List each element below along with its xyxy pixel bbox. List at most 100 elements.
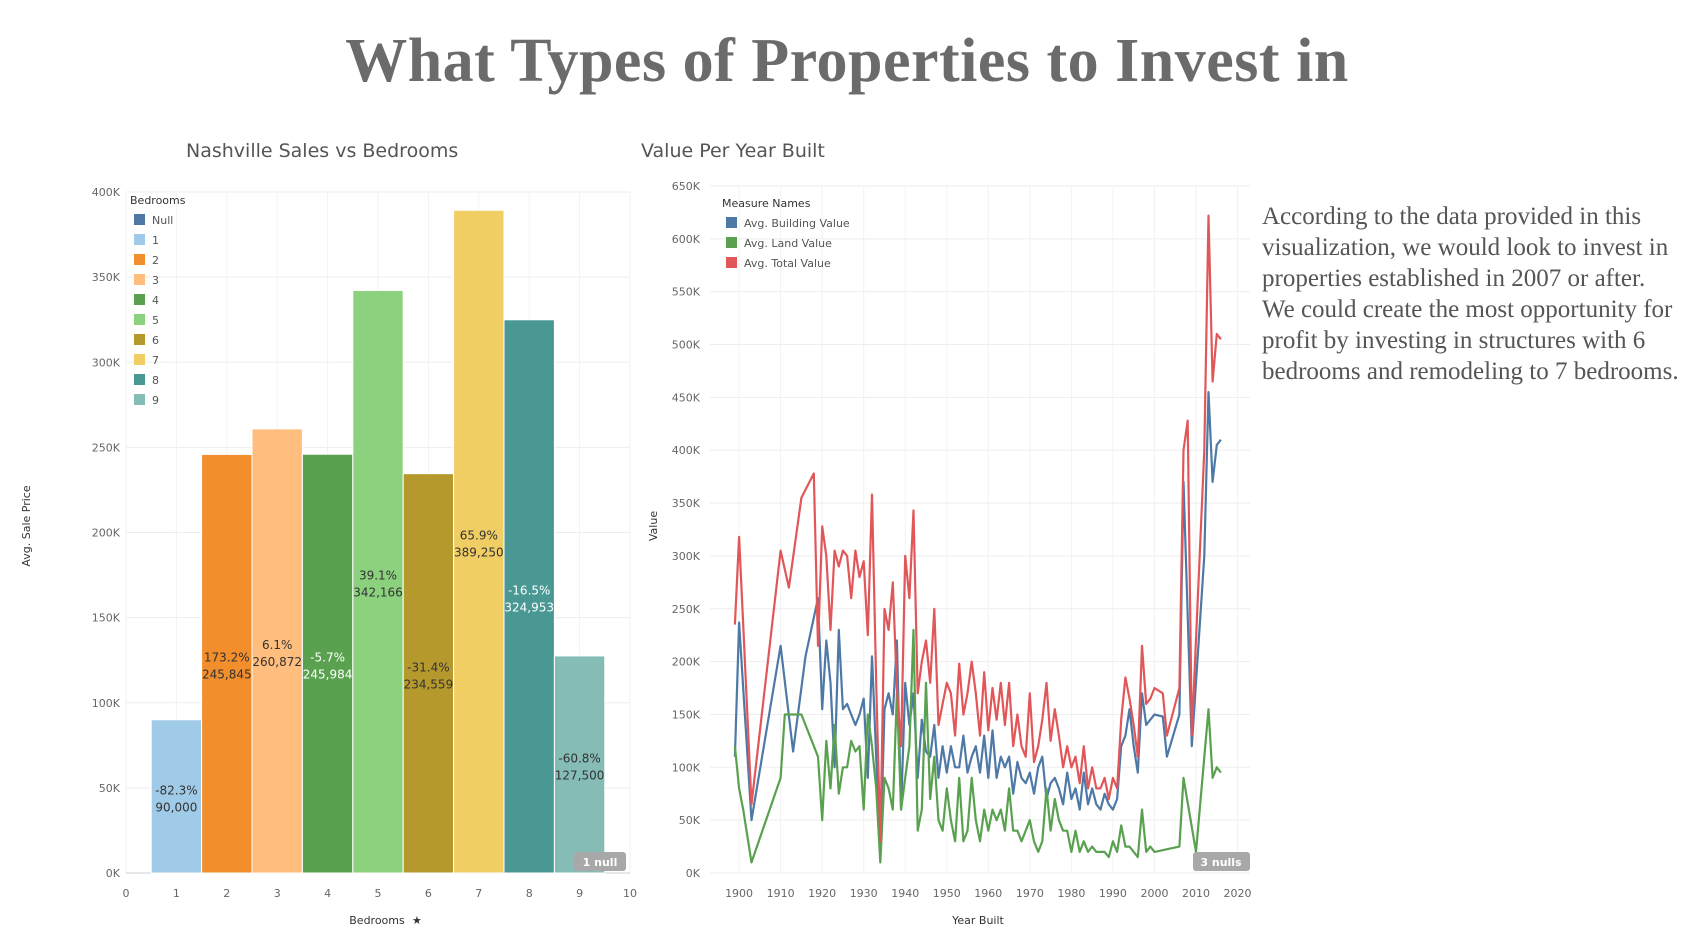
x-tick-label: 1970 xyxy=(1016,887,1044,900)
bar-value-label: 90,000 xyxy=(155,800,197,814)
bar-pct-label: -82.3% xyxy=(155,783,197,797)
series-line-2 xyxy=(733,628,1222,864)
bar-value-label: 245,984 xyxy=(303,668,353,682)
x-tick-label: 1 xyxy=(173,887,180,900)
legend-label: 4 xyxy=(152,294,159,307)
series-line-3 xyxy=(733,214,1222,843)
legend-title: Bedrooms xyxy=(130,194,186,207)
x-tick-label: 1990 xyxy=(1099,887,1127,900)
legend-swatch xyxy=(726,257,737,268)
bar-value-label: 234,559 xyxy=(404,677,454,691)
y-tick-label: 50K xyxy=(99,782,121,795)
y-tick-label: 350K xyxy=(92,271,121,284)
legend-swatch xyxy=(134,274,145,285)
legend-label: 5 xyxy=(152,314,159,327)
null-badge xyxy=(574,852,626,871)
series-line-1 xyxy=(733,391,1222,859)
legend-swatch xyxy=(134,214,145,225)
legend-swatch xyxy=(726,237,737,248)
y-tick-label: 400K xyxy=(92,186,121,199)
x-tick-label: 1950 xyxy=(933,887,961,900)
bar-pct-label: 6.1% xyxy=(262,638,293,652)
x-tick-label: 2010 xyxy=(1182,887,1210,900)
x-tick-label: 1940 xyxy=(891,887,919,900)
line-chart[interactable]: 0K50K100K150K200K250K300K350K400K450K500… xyxy=(0,0,1262,942)
null-badge-label: 1 null xyxy=(583,856,618,869)
pin-icon: ★ xyxy=(412,914,422,927)
y-tick-label: 350K xyxy=(672,497,701,510)
y-tick-label: 100K xyxy=(672,761,701,774)
y-tick-label: 550K xyxy=(672,286,701,299)
null-badge xyxy=(1193,852,1250,871)
legend-swatch xyxy=(134,254,145,265)
x-tick-label: 5 xyxy=(375,887,382,900)
bar-7 xyxy=(453,209,505,874)
legend-label: 3 xyxy=(152,274,159,287)
x-tick-label: 4 xyxy=(324,887,331,900)
y-axis-title: Value xyxy=(647,511,660,541)
y-tick-label: 650K xyxy=(672,180,701,193)
bar-chart[interactable]: 0K 50K 100K 150K 200K 250K 300K 350K 400K 0 1 2 3 4 5 6… xyxy=(0,0,650,942)
y-tick-label: 200K xyxy=(672,656,701,669)
x-tick-label: 7 xyxy=(475,887,482,900)
y-tick-label: 500K xyxy=(672,339,701,352)
y-tick-label: 300K xyxy=(672,550,701,563)
bar-value-label: 245,845 xyxy=(202,668,252,682)
y-tick-label: 300K xyxy=(92,356,121,369)
commentary-text: According to the data provided in this v… xyxy=(1262,203,1679,385)
y-tick-label: 250K xyxy=(672,603,701,616)
x-tick-label: 1900 xyxy=(725,887,753,900)
legend-label: Avg. Total Value xyxy=(744,257,831,270)
x-tick-label: 10 xyxy=(623,887,637,900)
bar-8 xyxy=(503,319,555,874)
x-tick-label: 2020 xyxy=(1224,887,1252,900)
x-tick-label: 2000 xyxy=(1140,887,1168,900)
y-tick-label: 450K xyxy=(672,391,701,404)
y-tick-label: 0K xyxy=(686,867,701,880)
legend-label: Null xyxy=(152,214,173,227)
y-tick-label: 400K xyxy=(672,444,701,457)
legend-label: 7 xyxy=(152,354,159,367)
bar-value-label: 260,872 xyxy=(252,655,302,669)
bar-pct-label: 39.1% xyxy=(359,569,397,583)
x-tick-label: 0 xyxy=(123,887,130,900)
bar-6 xyxy=(402,473,455,874)
null-badge-label: 3 nulls xyxy=(1200,856,1242,869)
x-axis-title: Year Built xyxy=(951,914,1004,927)
legend-label: 2 xyxy=(152,254,159,267)
y-axis-title: Avg. Sale Price xyxy=(20,485,33,566)
x-tick-label: 1960 xyxy=(974,887,1002,900)
bar-chart-title: Nashville Sales vs Bedrooms xyxy=(186,140,459,162)
x-tick-label: 9 xyxy=(576,887,583,900)
bar-5 xyxy=(352,289,404,874)
legend-label: 8 xyxy=(152,374,159,387)
legend-label: Avg. Land Value xyxy=(744,237,832,250)
y-tick-label: 100K xyxy=(92,697,121,710)
bar-4 xyxy=(301,453,354,874)
x-tick-label: 8 xyxy=(526,887,533,900)
bar-value-label: 342,166 xyxy=(353,586,403,600)
bar-3 xyxy=(251,428,303,874)
bar-value-label: 389,250 xyxy=(454,546,504,560)
y-tick-label: 200K xyxy=(92,527,121,540)
legend-swatch xyxy=(134,374,145,385)
legend-swatch xyxy=(134,334,145,345)
bar-1 xyxy=(150,719,203,874)
bar-pct-label: 65.9% xyxy=(460,529,498,543)
x-axis-title: Bedrooms xyxy=(349,914,405,927)
bar-pct-label: 173.2% xyxy=(204,651,250,665)
bar-pct-label: -16.5% xyxy=(508,583,550,597)
y-tick-label: 50K xyxy=(679,814,701,827)
legend-label: Avg. Building Value xyxy=(744,217,850,230)
bar-2 xyxy=(201,453,253,874)
bar-pct-label: -60.8% xyxy=(558,751,600,765)
line-chart-title: Value Per Year Built xyxy=(641,140,825,162)
y-tick-label: 0K xyxy=(106,867,121,880)
x-tick-label: 1920 xyxy=(808,887,836,900)
bar-9 xyxy=(553,655,606,874)
legend-label: 6 xyxy=(152,334,159,347)
legend-swatch xyxy=(134,314,145,325)
legend-title: Measure Names xyxy=(722,197,811,210)
y-tick-label: 600K xyxy=(672,233,701,246)
x-tick-label: 1930 xyxy=(850,887,878,900)
